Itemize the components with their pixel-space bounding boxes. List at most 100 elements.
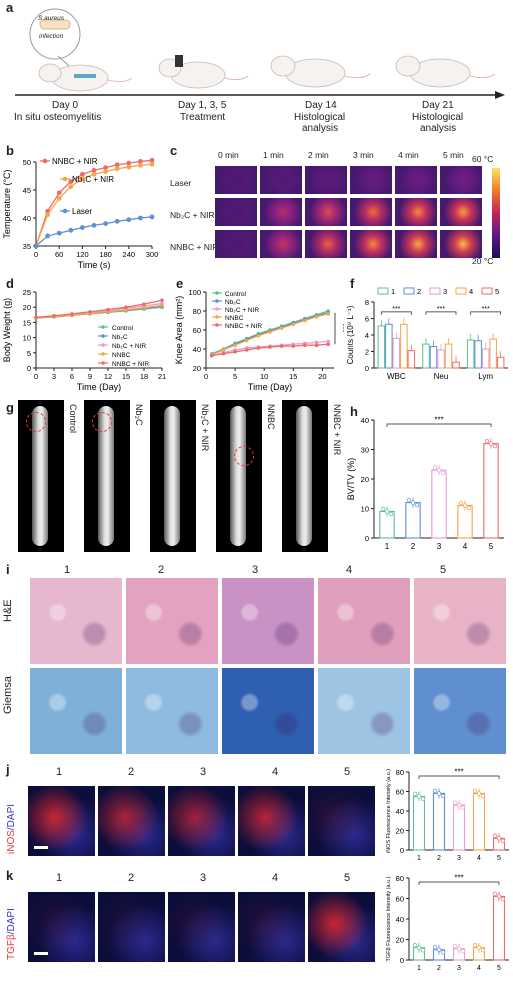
data-point bbox=[91, 171, 97, 177]
data-point bbox=[52, 313, 56, 318]
y-tick-label: 20 bbox=[361, 475, 369, 484]
stain-marker-label: TGFβ bbox=[6, 934, 17, 960]
data-point bbox=[314, 343, 319, 347]
if-column-label: 1 bbox=[56, 766, 63, 778]
y-tick-label: 0 bbox=[365, 534, 369, 543]
legend-label: NNBC + NIR bbox=[112, 361, 149, 368]
category-label: 3 bbox=[457, 855, 461, 862]
legend-label: NNBC bbox=[112, 352, 131, 359]
lesion-marker bbox=[234, 446, 254, 466]
x-tick-label: 9 bbox=[88, 372, 92, 381]
thermal-image bbox=[350, 198, 392, 226]
data-point bbox=[244, 348, 249, 352]
data-point bbox=[416, 945, 422, 950]
bar bbox=[452, 361, 460, 369]
significance-label: *** bbox=[454, 768, 463, 777]
if-column-label: 4 bbox=[272, 766, 279, 778]
fluorescence-image bbox=[28, 892, 95, 962]
x-tick-label: 0 bbox=[34, 372, 38, 381]
x-tick-label: 240 bbox=[123, 250, 136, 259]
x-tick-label: 0 bbox=[34, 250, 38, 259]
data-point bbox=[458, 500, 464, 506]
bar bbox=[405, 502, 421, 539]
x-tick-label: 60 bbox=[55, 250, 63, 259]
data-point bbox=[149, 214, 155, 220]
significance-label: *** bbox=[454, 874, 463, 883]
y-tick-label: 60 bbox=[396, 895, 404, 904]
bar bbox=[483, 443, 499, 539]
legend-label: Nb₂C + NIR bbox=[72, 175, 114, 184]
x-tick-label: 10 bbox=[260, 372, 268, 381]
data-point bbox=[500, 896, 506, 902]
timeline-desc-2a: Histological bbox=[294, 112, 346, 123]
legend-label: Nb₂C bbox=[112, 334, 128, 341]
y-axis-label: TGFβ Fluorescence Intensity (a.u.) bbox=[386, 876, 392, 961]
microct-group-label: Control bbox=[68, 404, 78, 434]
data-point bbox=[244, 338, 249, 343]
thermal-time-label: 4 min bbox=[398, 150, 419, 160]
y-tick-label: 40 bbox=[396, 807, 404, 816]
timeline-schematic bbox=[15, 8, 505, 99]
category-label: 4 bbox=[463, 542, 468, 551]
he-micrograph bbox=[318, 578, 410, 664]
data-point bbox=[114, 218, 120, 224]
panel-label-d: d bbox=[6, 276, 14, 291]
data-point bbox=[126, 160, 132, 166]
y-tick-label: 80 bbox=[396, 874, 404, 883]
data-point bbox=[496, 836, 502, 841]
data-point bbox=[414, 502, 420, 508]
legend-label: 2 bbox=[417, 287, 421, 296]
data-point bbox=[496, 894, 502, 899]
data-point bbox=[34, 315, 38, 320]
data-point bbox=[160, 298, 164, 303]
data-point bbox=[103, 165, 108, 170]
y-tick-label: 30 bbox=[361, 446, 369, 455]
panel-label-i: i bbox=[6, 562, 10, 577]
data-point bbox=[126, 164, 132, 170]
significance-label: *** bbox=[437, 306, 445, 313]
data-point bbox=[91, 168, 97, 173]
thermal-image bbox=[350, 166, 392, 194]
microct-image bbox=[216, 400, 262, 552]
data-point bbox=[142, 302, 146, 306]
significance-label: *** bbox=[482, 306, 490, 313]
data-point bbox=[256, 333, 261, 338]
data-point bbox=[412, 943, 418, 948]
thermal-time-label: 1 min bbox=[263, 150, 284, 160]
fluorescence-image bbox=[98, 892, 165, 962]
infection-label-1: S.aureus bbox=[38, 15, 65, 22]
category-label: 5 bbox=[489, 542, 494, 551]
x-tick-label: 5 bbox=[233, 372, 237, 381]
data-point bbox=[326, 339, 330, 344]
y-tick-label: 20 bbox=[396, 827, 404, 836]
giemsa-micrograph bbox=[222, 668, 314, 754]
histology-column-label: 5 bbox=[440, 564, 447, 576]
thermal-image bbox=[350, 230, 392, 258]
histology-column-label: 1 bbox=[64, 564, 71, 576]
category-label: 4 bbox=[477, 965, 481, 972]
y-axis-label: Temperature (°C) bbox=[2, 169, 12, 238]
bar bbox=[452, 804, 466, 851]
legend-marker bbox=[42, 158, 48, 164]
data-point bbox=[440, 793, 446, 799]
timeline-desc-1: Treatment bbox=[180, 112, 226, 123]
data-point bbox=[440, 950, 446, 955]
y-tick-label: 50 bbox=[23, 158, 31, 167]
thermal-image bbox=[260, 166, 302, 194]
data-point bbox=[420, 796, 426, 802]
bar bbox=[392, 337, 401, 369]
category-label: 2 bbox=[437, 855, 441, 862]
y-axis-label: iNOS Fluorescence Intensity (a.u.) bbox=[386, 769, 392, 853]
microct-group-label: Nb₂C bbox=[134, 404, 144, 426]
legend-swatch bbox=[377, 287, 389, 295]
microct-image bbox=[150, 400, 196, 552]
y-tick-label: 0 bbox=[365, 364, 369, 373]
data-point bbox=[416, 794, 422, 799]
if-column-label: 5 bbox=[344, 766, 351, 778]
data-point bbox=[45, 212, 50, 218]
panel-label-j: j bbox=[6, 762, 10, 777]
legend-marker bbox=[215, 307, 219, 311]
legend-swatch bbox=[455, 287, 467, 295]
category-label: WBC bbox=[387, 372, 406, 381]
he-micrograph bbox=[414, 578, 506, 664]
